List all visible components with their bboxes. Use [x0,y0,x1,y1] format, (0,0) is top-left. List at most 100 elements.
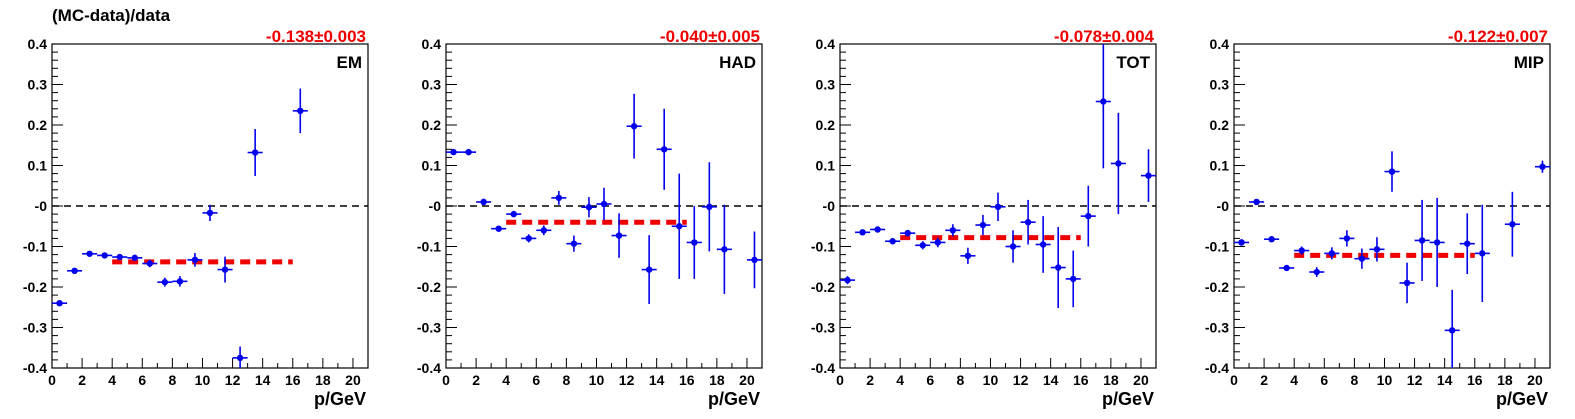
x-tick-label: 2 [472,372,480,388]
point-marker [600,200,608,208]
data-point [446,148,462,156]
data-point [596,187,612,221]
y-tick-label: -0.2 [1205,279,1229,295]
point-marker [1100,98,1107,105]
y-tick-label: 0.2 [816,117,836,133]
data-point [491,225,507,232]
x-tick-label: 18 [709,372,725,388]
data-point [1234,239,1250,246]
point-marker [949,227,957,234]
y-tick-label: -0.3 [23,320,47,336]
data-point [461,148,477,156]
point-marker [1509,221,1516,228]
y-tick-label: 0.4 [1210,36,1230,52]
data-point [1140,149,1156,202]
point-marker [146,260,154,267]
x-tick-label: 12 [619,372,635,388]
data-point [671,173,687,279]
data-point [1249,198,1265,206]
data-point [581,197,597,218]
data-point [885,237,901,245]
data-point [855,229,871,236]
x-axis-title: p/GeV [314,389,366,409]
point-marker [676,223,683,230]
x-tick-label: 0 [836,372,844,388]
y-tick-label: 0.3 [28,77,48,93]
y-tick-label: 0.4 [422,36,442,52]
point-marker [297,107,304,115]
point-marker [1115,160,1122,167]
data-point [232,346,248,368]
data-point [960,247,976,264]
data-point [187,252,203,267]
y-tick-label: -0 [1217,198,1230,214]
chart-panel-mip: 0 2 4 6 8 10 12 14 16 18 20 -0.4 -0.3 -0.2 -0.1 -0 0.1 0.… [1205,27,1551,409]
y-tick-label: -0.4 [811,360,835,376]
point-marker [525,235,532,242]
y-tick-label: -0.3 [417,320,441,336]
data-point [202,204,218,221]
point-marker [691,239,698,246]
x-tick-label: 20 [739,372,755,388]
data-point [1294,246,1310,255]
point-marker [1054,264,1062,271]
point-marker [86,250,93,257]
point-marker [904,229,911,237]
x-tick-label: 10 [195,372,211,388]
point-marker [1433,239,1441,246]
data-point [1309,267,1325,277]
y-tick-label: 0.3 [1210,77,1230,93]
data-point [656,108,672,190]
y-tick-label: -0.2 [417,279,441,295]
data-point [1414,199,1430,281]
data-point [1279,264,1295,272]
point-marker [1298,247,1305,254]
y-tick-label: 0.1 [1210,158,1230,174]
y-tick-label: -0 [823,198,836,214]
fit-value-label: -0.040±0.005 [660,27,760,46]
y-axis-title: (MC-data)/data [52,6,171,25]
point-marker [131,254,138,262]
point-marker [874,226,881,233]
data-point [157,277,173,287]
y-tick-label: 0.2 [422,117,442,133]
point-marker [934,239,942,246]
x-tick-label: 16 [1467,372,1483,388]
data-point [217,256,233,283]
data-point [67,267,83,274]
x-tick-label: 14 [1437,372,1453,388]
x-tick-label: 16 [1073,372,1089,388]
point-marker [1464,240,1471,247]
y-tick-label: 0.1 [422,158,442,174]
y-tick-label: -0.2 [23,279,47,295]
x-tick-label: 4 [502,372,510,388]
point-marker [844,276,851,284]
data-point [247,129,263,177]
point-marker [615,232,623,239]
x-tick-label: 0 [442,372,450,388]
data-point [641,235,657,305]
data-point [142,259,158,268]
y-tick-label: 0.2 [28,117,48,133]
point-marker [1070,275,1077,283]
chart-panel-em: 0 2 4 6 8 10 12 14 16 18 20 -0.4 -0.3 -0.2 -0.1 -0 0.1 0.… [23,27,369,409]
point-marker [251,149,259,156]
x-tick-label: 10 [589,372,605,388]
data-point [716,204,732,294]
chart-panel-had: 0 2 4 6 8 10 12 14 16 18 20 -0.4 -0.3 -0.2 -0.1 -0 0.1 0.… [417,27,763,409]
x-tick-label: 12 [1013,372,1029,388]
panel-label: EM [337,53,363,72]
x-tick-label: 2 [1260,372,1268,388]
data-point [292,88,308,134]
x-axis-title: p/GeV [708,389,760,409]
point-marker [585,204,593,211]
point-marker [570,240,578,247]
x-tick-label: 20 [345,372,361,388]
y-tick-label: -0.1 [417,239,441,255]
point-marker [1418,237,1426,244]
y-tick-label: 0.4 [28,36,48,52]
point-marker [116,253,123,261]
x-axis-title: p/GeV [1102,389,1154,409]
y-tick-label: -0.3 [1205,320,1229,336]
data-point [1020,199,1036,245]
